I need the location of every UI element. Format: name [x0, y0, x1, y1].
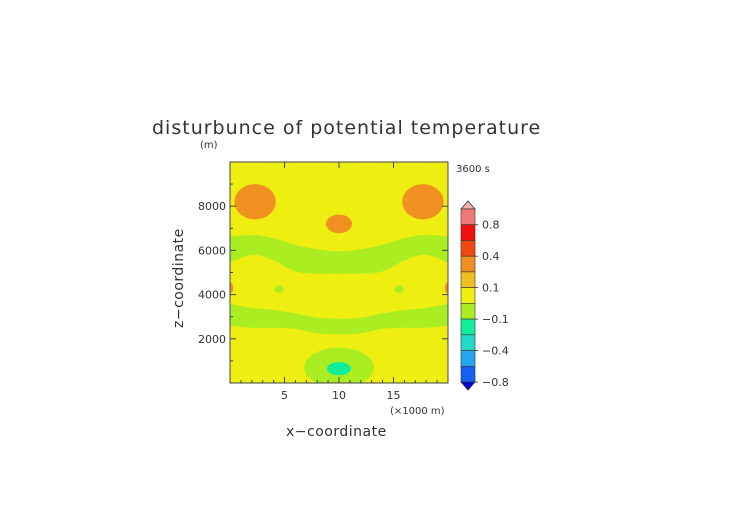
colorbar-segment [460, 318, 476, 336]
contour-region [402, 184, 444, 220]
colorbar-label: −0.1 [482, 313, 509, 326]
y-unit-label: (m) [200, 140, 218, 151]
colorbar-label: −0.4 [482, 345, 509, 358]
y-tick-label: 4000 [198, 289, 226, 302]
colorbar-label: 0.1 [482, 282, 500, 295]
time-label: 3600 s [456, 164, 490, 175]
contour-region [230, 282, 234, 294]
contour-region [394, 285, 404, 293]
y-tick-label: 2000 [198, 333, 226, 346]
contour-region [444, 282, 448, 294]
contour-region [230, 234, 448, 274]
contour-region [230, 303, 448, 335]
plot-area [229, 161, 449, 384]
colorbar-label: −0.8 [482, 376, 509, 389]
colorbar-extend-max [460, 200, 476, 210]
colorbar-segment [460, 303, 476, 320]
colorbar: 0.8 0.4 0.1 −0.1 −0.4 −0.8 [460, 200, 509, 391]
contour-region [274, 285, 284, 293]
contour-region [234, 184, 276, 220]
contour-region [327, 362, 351, 376]
y-axis-label: z−coordinate [171, 228, 187, 328]
x-axis-label: x−coordinate [286, 424, 387, 440]
colorbar-segment [460, 271, 476, 288]
x-tick-label: 15 [387, 389, 401, 402]
y-tick-label: 6000 [198, 244, 226, 257]
colorbar-label: 0.4 [482, 250, 500, 263]
y-axis: 2000 4000 6000 8000 [198, 183, 448, 362]
colorbar-segment [460, 224, 476, 241]
colorbar-segment [460, 334, 476, 351]
contour-region [325, 214, 353, 234]
x-axis: 5 10 15 [240, 162, 438, 402]
colorbar-segment [460, 255, 476, 273]
colorbar-segment [460, 365, 476, 383]
x-tick-label: 10 [332, 389, 346, 402]
chart-title: disturbunce of potential temperature [152, 117, 541, 139]
colorbar-extend-min [460, 381, 476, 391]
x-unit-label: (×1000 m) [390, 406, 445, 417]
x-tick-label: 5 [281, 389, 288, 402]
colorbar-segment [460, 287, 476, 304]
contour-regions [230, 184, 448, 383]
colorbar-label: 0.8 [482, 219, 500, 232]
colorbar-segment [460, 350, 476, 367]
y-tick-label: 8000 [198, 200, 226, 213]
colorbar-segment [460, 208, 476, 226]
colorbar-segment [460, 240, 476, 257]
